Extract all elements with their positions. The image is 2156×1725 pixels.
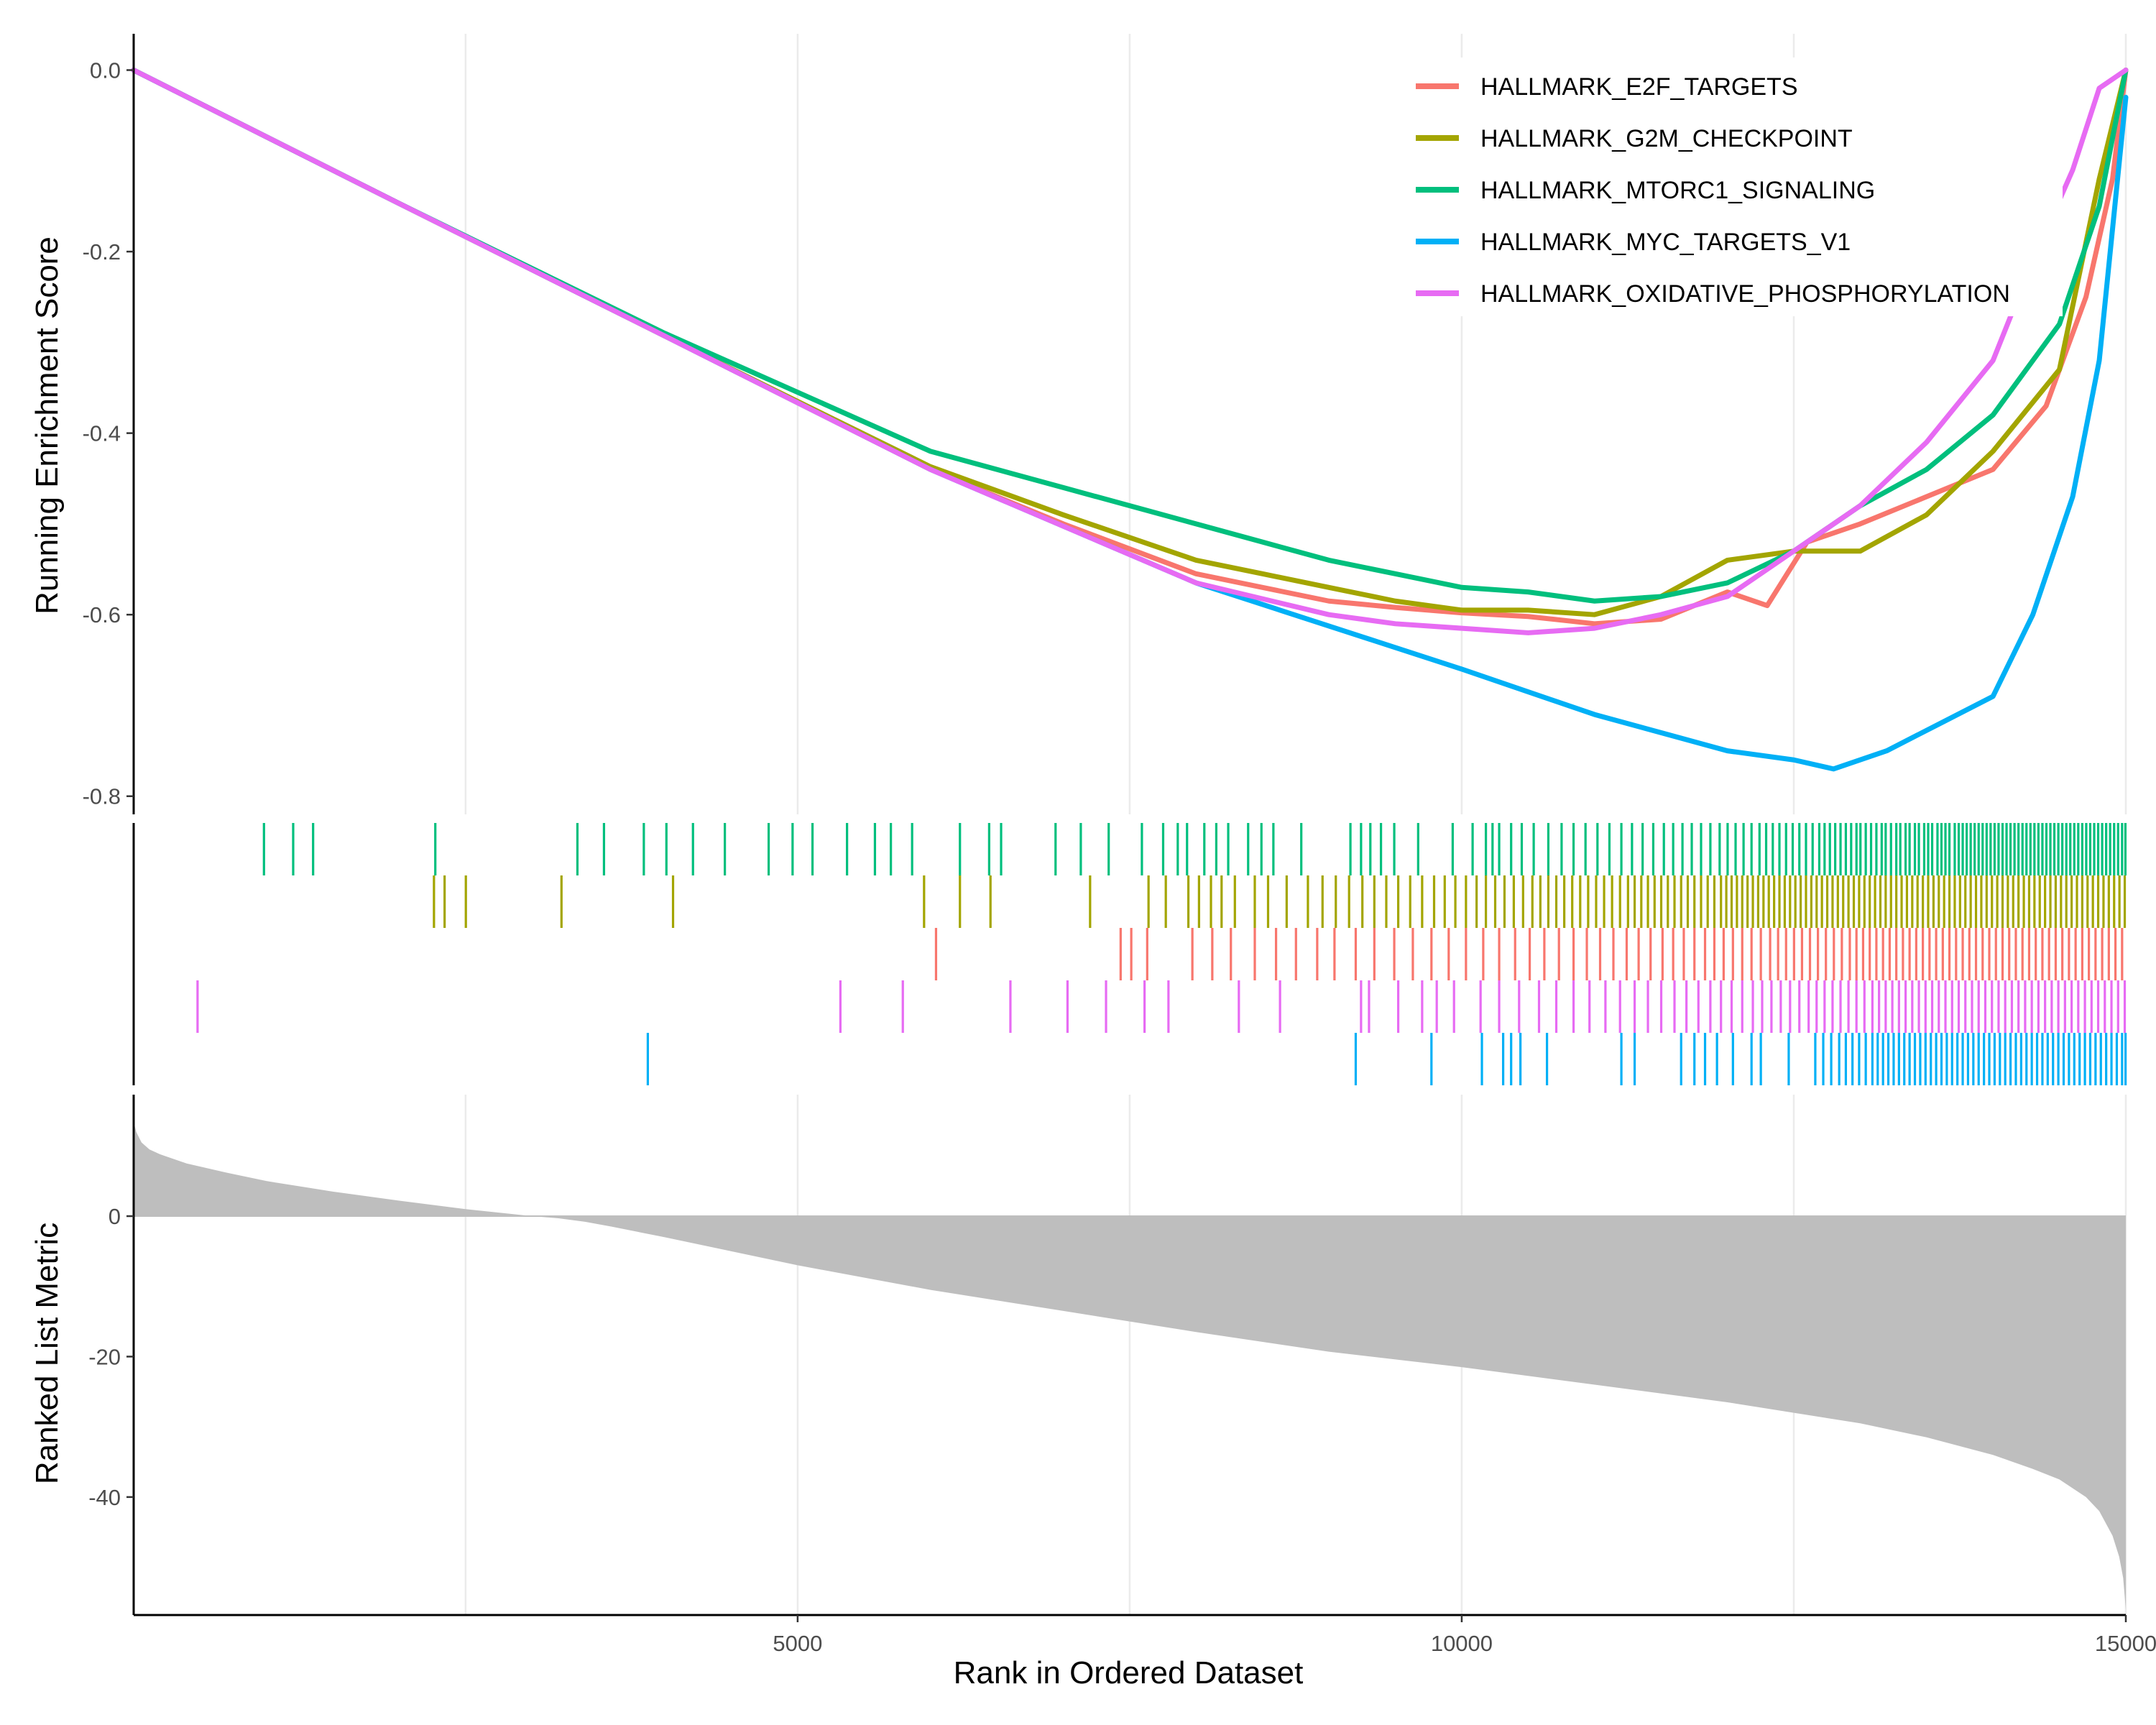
hit-row-4 (646, 1033, 2127, 1085)
xtick-label-1: 10000 (1431, 1631, 1493, 1656)
legend-label-3: HALLMARK_MYC_TARGETS_V1 (1480, 229, 1851, 256)
ranked-ytick-label-0: 0 (109, 1204, 121, 1229)
xtick-label-0: 5000 (773, 1631, 822, 1656)
hits-layer (196, 823, 2127, 1085)
ranked-ytick-label-2: -40 (88, 1485, 121, 1510)
ranked-metric-ylabel: Ranked List Metric (29, 1223, 65, 1484)
hit-row-3 (196, 980, 2127, 1033)
enrichment-ytick-label-2: -0.4 (83, 421, 121, 446)
enrichment-ytick-label-4: -0.8 (83, 784, 121, 809)
enrichment-ytick-label-0: 0.0 (90, 58, 121, 83)
ranked-ytick-label-1: -20 (88, 1344, 121, 1369)
series-line-1 (131, 68, 2129, 617)
series-line-2 (131, 68, 2129, 604)
legend-label-0: HALLMARK_E2F_TARGETS (1480, 73, 1798, 101)
enrichment-ylabel: Running Enrichment Score (29, 236, 65, 615)
enrichment-ytick-label-1: -0.2 (83, 239, 121, 264)
hit-row-1 (433, 875, 2127, 928)
legend-background (1401, 58, 2063, 316)
hit-row-2 (934, 928, 2124, 980)
x-axis-title: Rank in Ordered Dataset (954, 1655, 1304, 1690)
ranked-metric-area (133, 1121, 2126, 1610)
axes-layer (126, 34, 2127, 1622)
ranked-metric-area-layer (133, 1121, 2126, 1610)
legend: HALLMARK_E2F_TARGETS HALLMARK_G2M_CHECKPO… (1401, 58, 2063, 316)
hit-row-0 (262, 823, 2127, 875)
legend-label-2: HALLMARK_MTORC1_SIGNALING (1480, 177, 1875, 204)
legend-label-1: HALLMARK_G2M_CHECKPOINT (1480, 125, 1853, 152)
tick-labels-layer: 0.0 -0.2 -0.4 -0.6 -0.8 0 -20 -40 5000 10000 15000 (83, 58, 2156, 1656)
xtick-label-2: 15000 (2095, 1631, 2156, 1656)
enrichment-ytick-label-3: -0.6 (83, 602, 121, 627)
legend-label-4: HALLMARK_OXIDATIVE_PHOSPHORYLATION (1480, 280, 2010, 308)
